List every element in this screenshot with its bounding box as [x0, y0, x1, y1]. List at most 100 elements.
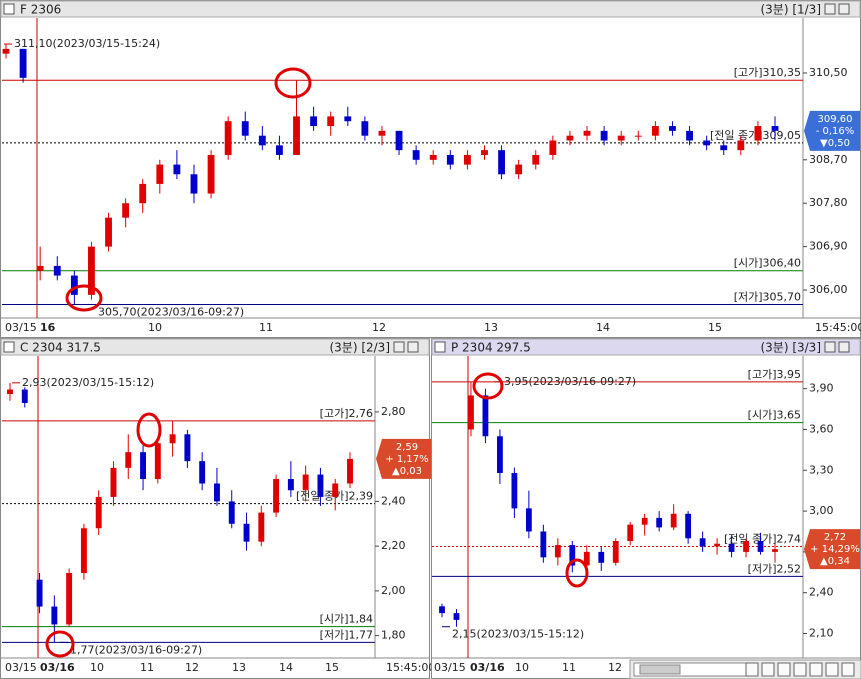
panel-header — [0, 0, 861, 18]
candle-body — [429, 154, 437, 160]
panel-title: C 2304 317.5 — [20, 341, 101, 355]
panel-period: (3분) [1/3] — [760, 3, 821, 17]
annotation: 2,93(2023/03/15-15:12) — [22, 376, 154, 389]
candle-body — [258, 512, 265, 542]
candle-body — [36, 265, 44, 271]
x-label: 03/15 — [434, 661, 466, 674]
x-label: 15 — [708, 321, 722, 334]
candle-body — [554, 545, 561, 558]
x-label: 14 — [279, 661, 293, 674]
y-tick-label: 2,40 — [809, 586, 834, 599]
candle-body — [276, 145, 283, 155]
candle-body — [463, 154, 471, 165]
candle-body — [347, 458, 353, 484]
window-button[interactable] — [407, 341, 419, 353]
candle-body — [525, 508, 532, 532]
x-label: 03/16 — [40, 661, 75, 674]
highlight-circle — [565, 558, 589, 588]
candle-body — [21, 389, 28, 403]
panel-title: F 2306 — [20, 3, 61, 17]
candle-body — [685, 513, 692, 539]
window-button[interactable] — [838, 341, 850, 353]
reference-label: [고가]310,35 — [734, 66, 801, 79]
window-button[interactable] — [824, 3, 836, 15]
window-button[interactable] — [824, 341, 836, 353]
x-label: 12 — [185, 661, 199, 674]
highlight-circle — [45, 630, 75, 658]
toolbar-button[interactable] — [825, 662, 839, 677]
candle-body — [511, 472, 518, 509]
candle-body — [125, 452, 132, 468]
price-box-change: - 0,16% — [816, 126, 855, 137]
x-label: 11 — [259, 321, 273, 334]
reference-label: [시가]306,40 — [734, 257, 801, 270]
candle-body — [207, 154, 215, 194]
window-button[interactable] — [838, 3, 850, 15]
reference-label: [시가]1,84 — [320, 613, 373, 626]
reference-label: [저가]305,70 — [734, 290, 801, 303]
candle-body — [228, 501, 235, 524]
candle-body — [754, 126, 762, 141]
reference-label: [저가]2,52 — [748, 562, 801, 575]
candle-body — [105, 217, 112, 247]
annotation: 305,70(2023/03/16-09:27) — [98, 305, 244, 318]
y-tick-label: 1,80 — [381, 629, 406, 642]
toolbar-button[interactable] — [793, 662, 807, 677]
y-tick-label: 2,40 — [381, 494, 406, 507]
price-box-price: 2,59 — [396, 442, 418, 453]
candle-body — [66, 572, 73, 625]
candle-body — [743, 541, 749, 552]
candle-body — [703, 140, 711, 146]
candle-body — [670, 513, 677, 528]
header-icon — [434, 341, 446, 353]
price-box-diff: ▲0,03 — [392, 466, 422, 477]
candle-body — [532, 154, 540, 165]
y-tick-label: 306,90 — [809, 240, 848, 253]
panel-header — [0, 338, 430, 356]
candle-body — [515, 164, 523, 175]
price-box-price: 309,60 — [818, 114, 853, 125]
candle-body — [70, 275, 78, 295]
annotation: 3,95(2023/03/16-09:27) — [504, 375, 636, 388]
candle-body — [140, 452, 146, 480]
candle-body — [327, 116, 335, 127]
highlight-circle — [65, 284, 103, 312]
candle-body — [80, 528, 87, 573]
toolbar-button[interactable] — [777, 662, 791, 677]
scroll-thumb[interactable] — [639, 664, 681, 675]
candle-body — [190, 174, 198, 194]
window-button[interactable] — [393, 341, 405, 353]
panel-period: (3분) [2/3] — [329, 341, 390, 355]
candle-body — [19, 48, 27, 78]
candle-body — [95, 496, 102, 529]
price-box-change: + 14,29% — [810, 544, 860, 555]
candle-body — [184, 434, 191, 462]
header-icon — [3, 3, 15, 15]
candle-body — [566, 135, 574, 141]
candle-body — [110, 467, 117, 497]
panel-header — [431, 338, 861, 356]
candle-body — [199, 461, 206, 484]
candle-body — [583, 551, 590, 566]
toolbar-button[interactable] — [809, 662, 823, 677]
candle-body — [139, 183, 147, 204]
toolbar-button[interactable] — [761, 662, 775, 677]
candle-body — [772, 549, 778, 552]
candle-body — [412, 150, 420, 160]
candle-body — [728, 543, 735, 552]
reference-label: [시가]3,65 — [748, 409, 801, 422]
candle-body — [540, 531, 547, 558]
candle-body — [612, 541, 619, 563]
toolbar-button[interactable] — [841, 662, 855, 677]
x-label: 13 — [484, 321, 498, 334]
reference-label: [고가]3,95 — [748, 368, 801, 381]
candle-body — [699, 538, 706, 547]
toolbar-button[interactable] — [745, 662, 759, 677]
price-box — [804, 529, 860, 570]
x-label: 03/15 — [5, 321, 37, 334]
candle-body — [600, 130, 608, 141]
candle-body — [122, 203, 130, 218]
candle-body — [453, 613, 460, 620]
highlight-circle — [472, 372, 504, 400]
